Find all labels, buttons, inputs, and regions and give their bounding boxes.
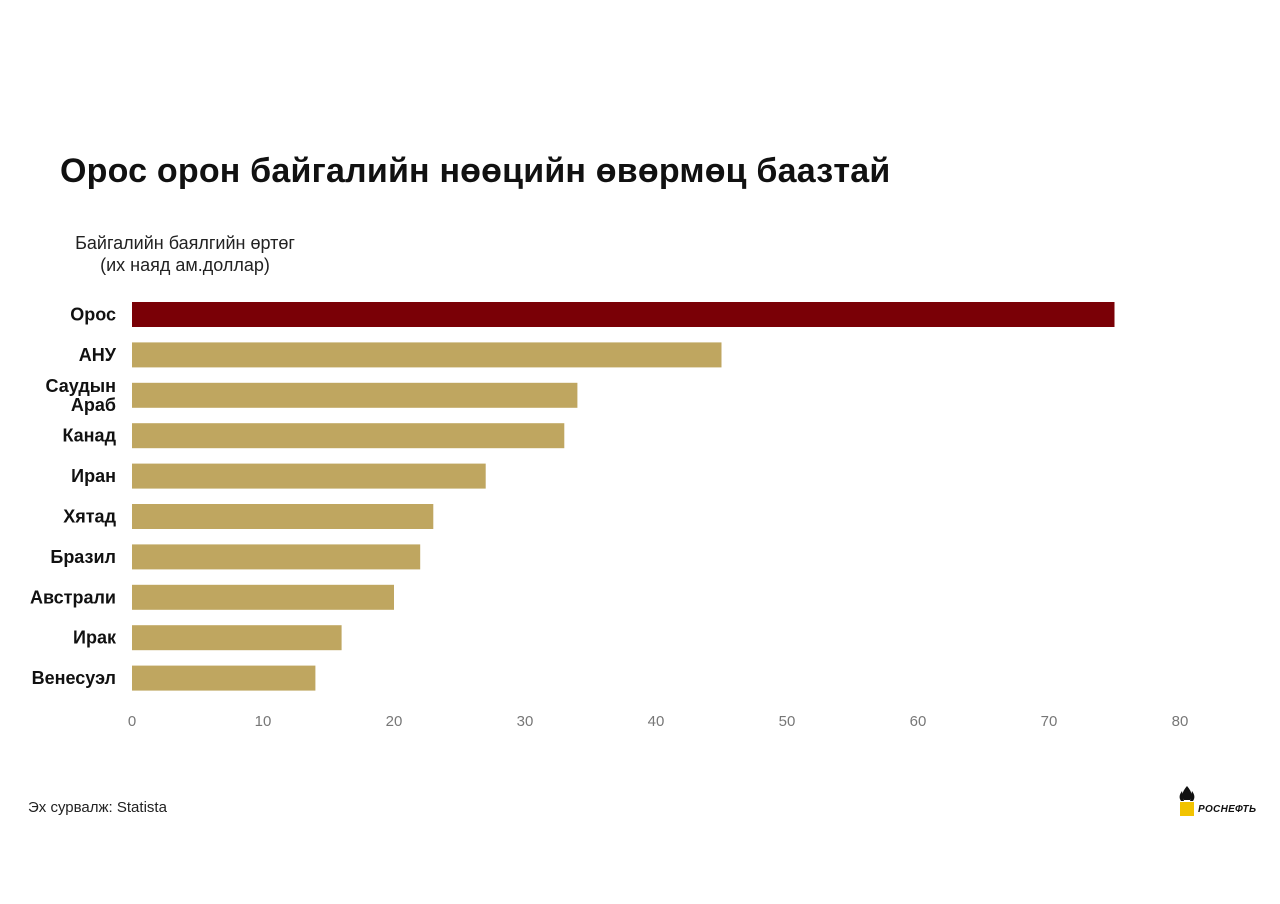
chart-title: Орос орон байгалийн нөөцийн өвөрмөц бааз… (60, 152, 891, 190)
category-label-4: Иран (71, 466, 116, 486)
logo-text: РОСНЕФТЬ (1198, 804, 1257, 815)
category-label-line: Хятад (63, 507, 116, 527)
bar-3 (132, 423, 565, 449)
x-tick-label-2: 20 (386, 713, 403, 730)
x-tick-label-6: 60 (910, 713, 927, 730)
category-label-line: АНУ (79, 345, 117, 365)
bar-5 (132, 504, 434, 529)
category-label-line: Канад (62, 426, 116, 446)
rosneft-logo-icon (1179, 786, 1195, 816)
category-label-2: Саудын Араб (46, 376, 116, 415)
x-tick-label-7: 70 (1041, 713, 1058, 730)
bar-2 (132, 382, 578, 408)
category-label-line: Иран (71, 466, 116, 486)
category-label-1: АНУ (79, 345, 117, 365)
category-label-line: Ирак (73, 628, 117, 648)
category-label-9: Венесуэл (32, 668, 116, 688)
category-label-3: Канад (62, 426, 116, 446)
x-tick-label-0: 0 (128, 713, 136, 730)
x-tick-label-8: 80 (1172, 713, 1189, 730)
category-label-line: Бразил (50, 547, 116, 567)
bar-7 (132, 584, 394, 610)
x-tick-label-1: 10 (255, 713, 272, 730)
category-label-0: Орос (70, 305, 116, 325)
x-tick-label-3: 30 (517, 713, 534, 730)
rosneft-logo: РОСНЕФТЬ (1176, 782, 1272, 822)
bar-0 (132, 302, 1115, 327)
category-label-7: Австрали (30, 587, 116, 607)
axis-label-line-1: Байгалийн баялгийн өртөг (75, 233, 295, 253)
x-tick-label-5: 50 (779, 713, 796, 730)
bar-6 (132, 544, 421, 570)
category-label-line: Венесуэл (32, 668, 116, 688)
bar-1 (132, 342, 722, 368)
bar-4 (132, 463, 486, 489)
category-label-line: Саудын (46, 376, 116, 396)
category-label-8: Ирак (73, 628, 117, 648)
category-label-line: Араб (71, 395, 116, 415)
axis-label-line-2: (их наяд ам.доллар) (100, 255, 270, 275)
category-label-line: Австрали (30, 587, 116, 607)
axis-label: Байгалийн баялгийн өртөг (их наяд ам.дол… (40, 232, 330, 276)
category-label-6: Бразил (50, 547, 116, 567)
category-label-5: Хятад (63, 507, 116, 527)
source-note: Эх сурвалж: Statista (28, 799, 167, 816)
x-tick-label-4: 40 (648, 713, 665, 730)
bar-9 (132, 665, 316, 691)
bar-8 (132, 625, 342, 651)
category-label-line: Орос (70, 305, 116, 325)
